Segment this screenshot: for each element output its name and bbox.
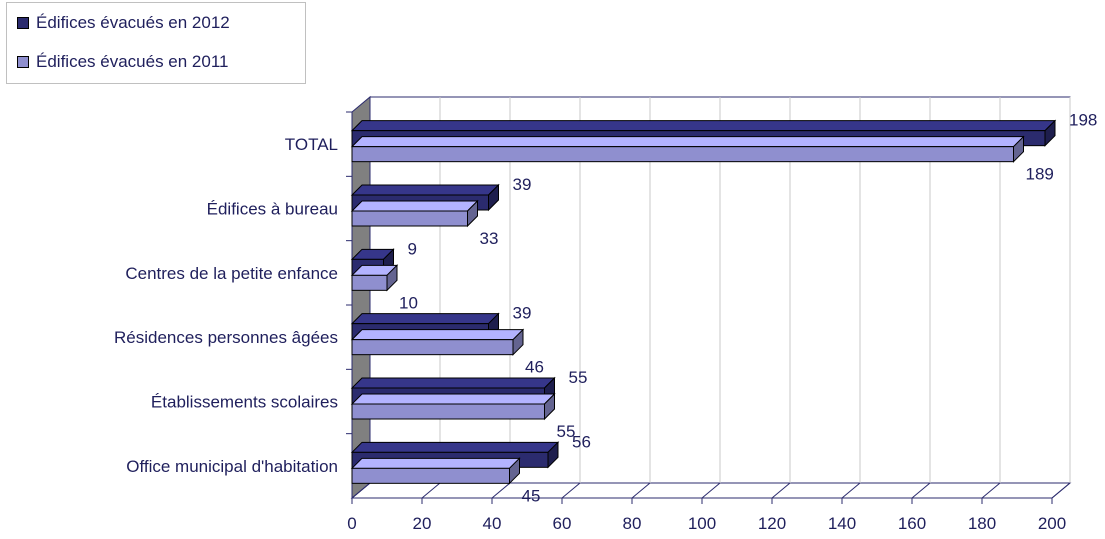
data-label-0-2: 9	[408, 239, 417, 258]
bar-top-0-1	[350, 184, 500, 196]
floor-line-160	[911, 482, 931, 499]
bar-front-1-1	[351, 210, 468, 227]
data-label-0-1: 39	[513, 175, 532, 194]
category-label-3: Résidences personnes âgées	[114, 328, 338, 347]
legend-item-2012: Édifices évacués en 2012	[17, 12, 230, 34]
floor-line-40	[491, 482, 511, 499]
floor-line-100	[701, 482, 721, 499]
data-label-0-0: 198	[1069, 111, 1097, 130]
data-label-0-4: 55	[569, 368, 588, 387]
bar-top-1-3	[350, 329, 525, 341]
bar-top-0-4	[350, 377, 556, 389]
legend-swatch-2012	[17, 17, 29, 29]
bar-top-1-0	[350, 136, 1025, 148]
x-tick-label-60: 60	[553, 514, 572, 533]
category-label-5: Office municipal d'habitation	[126, 457, 338, 476]
data-label-0-3: 39	[513, 304, 532, 323]
legend-label-2012: Édifices évacués en 2012	[36, 13, 230, 32]
category-label-2: Centres de la petite enfance	[125, 264, 338, 283]
data-label-0-5: 56	[572, 432, 591, 451]
legend-label-2011: Édifices évacués en 2011	[36, 52, 229, 71]
bar-1-1	[350, 199, 479, 228]
bar-top-1-5	[350, 457, 521, 469]
legend-item-2011: Édifices évacués en 2011	[17, 51, 228, 73]
bar-1-0	[350, 135, 1025, 163]
floor-line-60	[561, 482, 581, 499]
bar-1-3	[350, 328, 525, 356]
category-label-1: Édifices à bureau	[207, 200, 338, 219]
data-label-1-5: 45	[522, 486, 541, 505]
x-tick-label-200: 200	[1038, 514, 1066, 533]
floor-line-200	[1051, 482, 1071, 499]
x-tick-label-80: 80	[623, 514, 642, 533]
floor-line-140	[841, 482, 861, 499]
floor-line-20	[421, 482, 441, 499]
bar-top-0-3	[350, 313, 500, 325]
bar-top-0-0	[350, 120, 1057, 132]
floor-line-80	[631, 482, 651, 499]
data-label-1-0: 189	[1026, 165, 1054, 184]
category-label-0: TOTAL	[285, 135, 338, 154]
bar-1-5	[350, 457, 521, 485]
data-label-1-3: 46	[525, 358, 544, 377]
bar-front-1-4	[351, 403, 545, 420]
bar-front-1-5	[351, 467, 510, 484]
x-tick-label-180: 180	[968, 514, 996, 533]
x-tick-label-40: 40	[483, 514, 502, 533]
bar-front-1-2	[351, 274, 388, 291]
data-label-1-4: 55	[557, 422, 576, 441]
x-tick-label-20: 20	[413, 514, 432, 533]
x-tick-label-160: 160	[898, 514, 926, 533]
bar-top-0-5	[350, 441, 560, 453]
bar-top-1-4	[350, 393, 556, 405]
legend: Édifices évacués en 2012 Édifices évacué…	[6, 2, 306, 84]
data-label-1-2: 10	[399, 293, 418, 312]
bar-1-4	[350, 392, 556, 421]
x-tick-label-120: 120	[758, 514, 786, 533]
bar-front-1-0	[351, 146, 1014, 163]
bar-1-2	[350, 264, 399, 292]
x-tick-label-140: 140	[828, 514, 856, 533]
floor-line-180	[981, 482, 1001, 499]
floor-line-120	[771, 482, 791, 499]
x-tick-label-0: 0	[347, 514, 356, 533]
bar-front-1-3	[351, 339, 514, 356]
x-tick-label-100: 100	[688, 514, 716, 533]
data-label-1-1: 33	[480, 229, 499, 248]
floor-line-0	[351, 482, 371, 499]
category-label-4: Établissements scolaires	[151, 393, 338, 412]
bar-top-1-1	[350, 200, 479, 212]
legend-swatch-2011	[17, 56, 29, 68]
